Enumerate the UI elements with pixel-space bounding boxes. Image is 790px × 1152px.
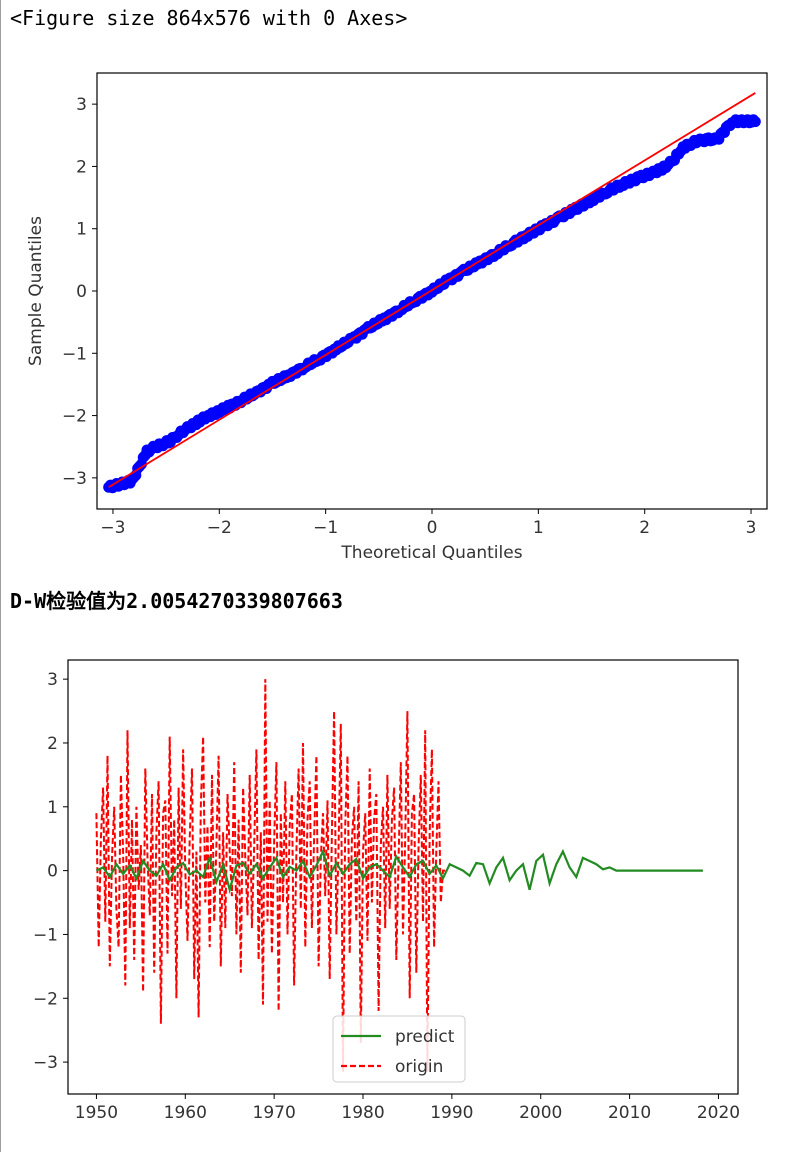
y-tick-label: −3 [62,469,87,489]
y-tick-label: 3 [47,670,58,690]
y-tick-label: 2 [76,157,87,177]
x-tick-label: −2 [207,518,232,538]
figure-repr-output: <Figure size 864x576 with 0 Axes> [10,6,408,30]
x-axis-label: Theoretical Quantiles [340,543,522,563]
x-tick-label: 2010 [608,1103,651,1123]
x-tick-label: 1 [533,518,544,538]
x-tick-label: 0 [427,518,438,538]
y-tick-label: 0 [47,862,58,882]
legend-label-predict: predict [395,1027,455,1047]
x-tick-label: 1970 [253,1103,296,1123]
x-tick-label: 1980 [341,1103,384,1123]
timeseries-data-layer [95,679,703,1072]
plot-frame [67,659,739,1095]
x-tick-label: 1960 [164,1103,207,1123]
dw-statistic-output: D-W检验值为2.0054270339807663 [10,589,343,613]
x-tick-label: −3 [100,518,125,538]
y-axis-label: Sample Quantiles [26,216,46,366]
y-tick-label: −2 [33,989,58,1009]
x-tick-label: 1990 [430,1103,473,1123]
timeseries-figure: 1950 1960 1970 1980 1990 2000 2010 2020 −3 −2 −1 0 1… [0,640,790,1150]
legend: predict origin [332,1015,466,1083]
x-tick-label: 2020 [697,1103,740,1123]
legend-box [332,1015,466,1083]
qq-data-layer [103,92,761,494]
x-tick-label: −1 [313,518,338,538]
plot-frame [96,72,768,510]
y-tick-label: 1 [47,798,58,818]
sample-quantile-point [749,116,761,128]
qq-plot: −3 −2 −1 0 1 2 3 −3 −2 −1 0 1 2 3 Theoretical Quantile… [26,72,768,563]
y-tick-label: 0 [76,282,87,302]
x-tick-label: 2 [639,518,650,538]
timeseries-plot: 1950 1960 1970 1980 1990 2000 2010 2020 −3 −2 −1 0 1… [33,659,740,1123]
y-tick-label: 3 [76,95,87,115]
y-tick-label: 2 [47,734,58,754]
y-tick-label: 1 [76,220,87,240]
x-tick-label: 3 [746,518,757,538]
reference-line [108,92,756,488]
x-tick-label: 2000 [519,1103,562,1123]
cell-left-border [0,0,1,1152]
legend-label-origin: origin [395,1057,443,1077]
y-tick-label: −3 [33,1053,58,1073]
qq-plot-figure: −3 −2 −1 0 1 2 3 −3 −2 −1 0 1 2 3 Theoretical Quantile… [0,60,790,585]
y-tick-label: −2 [62,407,87,427]
y-tick-label: −1 [33,925,58,945]
y-tick-label: −1 [62,344,87,364]
series-line-predict [95,848,703,895]
x-tick-label: 1950 [75,1103,118,1123]
series-line-origin [95,679,446,1072]
